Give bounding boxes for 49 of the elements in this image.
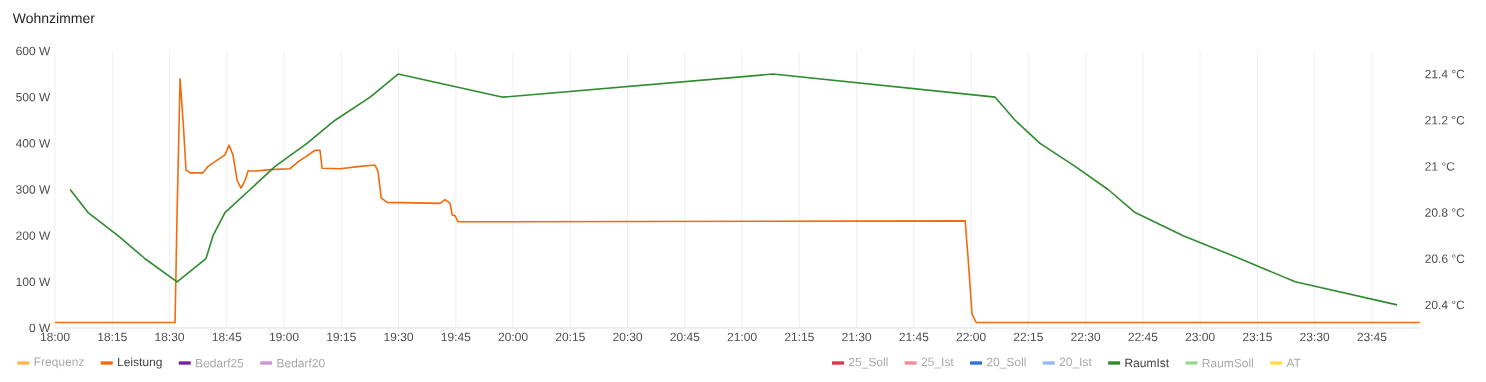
legend-label: RaumSoll xyxy=(1202,358,1253,368)
y2-tick-label: 21.4 °C xyxy=(1425,69,1465,79)
x-tick-label: 19:00 xyxy=(269,332,299,342)
chart-title: Wohnzimmer xyxy=(12,12,95,24)
x-tick-label: 22:15 xyxy=(1013,332,1043,342)
x-tick-label: 22:00 xyxy=(956,332,986,342)
y-tick-label: 500 W xyxy=(16,92,51,102)
legend-label: AT xyxy=(1286,358,1301,368)
legend-label: 25_Ist xyxy=(921,357,954,369)
y2-tick-label: 20.4 °C xyxy=(1425,300,1465,310)
x-tick-label: 23:30 xyxy=(1300,332,1330,342)
x-tick-label: 18:45 xyxy=(212,332,242,342)
x-tick-label: 19:15 xyxy=(327,332,356,342)
legend-label: Bedarf25 xyxy=(196,358,244,368)
x-tick-label: 18:15 xyxy=(98,332,127,342)
x-tick-label: 20:15 xyxy=(555,332,585,342)
y-tick-label: 100 W xyxy=(16,277,51,287)
x-tick-label: 21:15 xyxy=(784,332,814,342)
y-tick-label: 0 W xyxy=(29,323,51,333)
y2-tick-label: 20.8 °C xyxy=(1425,208,1465,217)
x-tick-label: 23:00 xyxy=(1185,332,1215,342)
x-tick-label: 21:45 xyxy=(899,332,929,342)
legend-label: 20_Ist xyxy=(1059,357,1092,369)
x-tick-label: 20:30 xyxy=(613,332,643,342)
x-tick-label: 21:30 xyxy=(842,332,872,342)
legend-label: 20_Soll xyxy=(986,357,1026,369)
y-tick-label: 600 W xyxy=(16,46,51,56)
x-tick-label: 20:00 xyxy=(498,332,528,342)
y-tick-label: 400 W xyxy=(15,139,51,148)
x-tick-label: 23:45 xyxy=(1357,332,1387,342)
x-tick-label: 21:00 xyxy=(727,332,757,342)
legend-label: Bedarf20 xyxy=(277,358,325,368)
legend-label: 25_Soll xyxy=(848,357,888,369)
y-tick-label: 200 W xyxy=(16,231,51,240)
x-tick-label: 19:30 xyxy=(384,332,414,342)
x-tick-label: 18:30 xyxy=(155,332,185,342)
y2-tick-label: 21.2 °C xyxy=(1425,115,1465,125)
x-tick-label: 22:30 xyxy=(1071,332,1101,342)
x-tick-label: 23:15 xyxy=(1242,332,1272,342)
x-tick-label: 22:45 xyxy=(1128,332,1158,342)
y-tick-label: 300 W xyxy=(16,185,51,194)
legend-label: RaumIst xyxy=(1125,358,1170,368)
x-tick-label: 20:45 xyxy=(670,332,700,342)
legend-label: Leistung xyxy=(118,357,162,369)
legend-label: Frequenz xyxy=(34,357,84,369)
y2-tick-label: 21 °C xyxy=(1425,162,1455,171)
x-tick-label: 18:00 xyxy=(40,332,70,342)
y2-tick-label: 20.6 °C xyxy=(1425,254,1465,263)
x-tick-label: 19:45 xyxy=(441,332,471,342)
